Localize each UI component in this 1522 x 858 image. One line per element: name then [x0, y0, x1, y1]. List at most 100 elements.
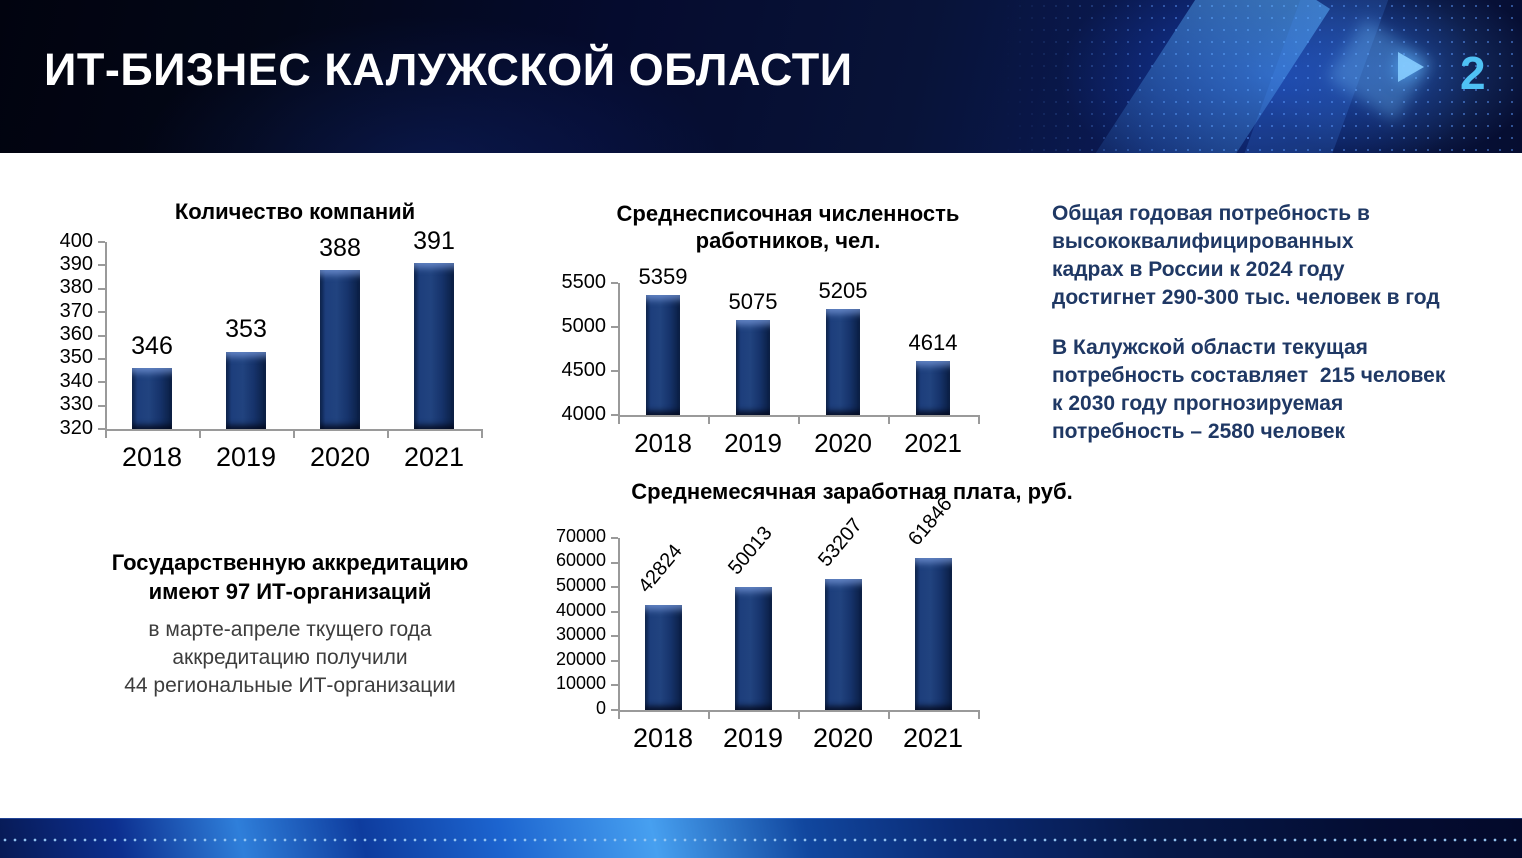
slide-header: ИТ-БИЗНЕС КАЛУЖСКОЙ ОБЛАСТИ 2: [0, 0, 1522, 153]
x-tick-mark: [618, 710, 620, 719]
y-tick-mark: [98, 287, 105, 290]
y-axis-line: [618, 283, 620, 417]
y-axis-line: [105, 242, 107, 431]
x-tick-mark: [105, 429, 107, 438]
bar: [734, 587, 772, 710]
chart-title: Количество компаний: [55, 198, 535, 225]
demand-line: Общая годовая потребность в: [1052, 202, 1370, 225]
y-tick-mark: [98, 357, 105, 360]
bar: [736, 320, 770, 415]
y-tick-mark: [611, 684, 618, 687]
x-tick-mark: [798, 415, 800, 424]
x-tick-mark: [978, 710, 980, 719]
demand-line: потребность – 2580 человек: [1052, 420, 1346, 443]
chart-title: Среднесписочная численность работников, ч…: [558, 200, 1018, 254]
bar: [824, 579, 862, 710]
x-tick-label: 2020: [812, 723, 874, 753]
y-tick-label: 10000: [555, 673, 606, 694]
demand-line: высококвалифицированных: [1052, 230, 1354, 253]
x-tick-mark: [481, 429, 483, 438]
x-tick-mark: [798, 710, 800, 719]
bar-value-label: 42824: [634, 540, 687, 597]
y-tick-label: 320: [59, 416, 93, 439]
bar-value-label: 5359: [638, 264, 688, 290]
y-tick-mark: [98, 264, 105, 267]
x-tick-label: 2018: [632, 723, 694, 753]
bar-value-label: 391: [413, 226, 455, 255]
y-tick-mark: [98, 404, 105, 407]
chart-title-line: Количество компаний: [174, 199, 416, 224]
bar-value-label: 50013: [724, 522, 777, 580]
y-tick-mark: [98, 381, 105, 384]
russia-demand-paragraph: Общая годовая потребность в высококвалиф…: [1052, 200, 1517, 312]
demand-line: кадрах в России к 2024 году: [1052, 258, 1345, 281]
chart-title-line: Среднемесячная заработная плата, руб.: [631, 479, 1073, 504]
accreditation-heading-line: Государственную аккредитацию: [111, 550, 469, 575]
accreditation-detail: в марте-апреле ткущего года аккредитацию…: [90, 616, 490, 700]
salary-chart: Среднемесячная заработная плата, руб. 700…: [552, 474, 1122, 804]
y-tick-mark: [611, 370, 618, 372]
y-tick-mark: [611, 561, 618, 564]
x-tick-label: 2018: [634, 428, 692, 458]
diamond-row-decoration: [0, 834, 1522, 846]
bar-value-label: 4614: [908, 329, 958, 355]
y-tick-label: 5000: [561, 314, 607, 337]
companies-chart: Количество компаний 400 390 380 370 360 350 340…: [55, 190, 535, 490]
bar-value-label: 388: [319, 233, 361, 262]
y-tick-mark: [611, 610, 618, 613]
bar: [646, 295, 680, 415]
x-tick-label: 2021: [403, 442, 465, 472]
y-tick-mark: [98, 311, 105, 314]
kaluga-demand-paragraph: В Калужской области текущая потребность …: [1052, 334, 1517, 446]
arrow-right-icon: [1398, 52, 1424, 82]
slide-title: ИТ-БИЗНЕС КАЛУЖСКОЙ ОБЛАСТИ: [44, 44, 853, 95]
demand-line: достигнет 290-300 тыс. человек в год: [1052, 286, 1440, 309]
y-tick-label: 330: [59, 393, 93, 416]
y-tick-mark: [611, 659, 618, 662]
x-tick-label: 2020: [814, 428, 872, 458]
x-tick-mark: [708, 415, 710, 424]
y-tick-label: 0: [595, 697, 606, 718]
x-tick-label: 2021: [902, 723, 964, 753]
page-number: 2: [1460, 47, 1486, 99]
y-tick-mark: [98, 241, 105, 243]
bar-value-label: 53207: [814, 514, 867, 572]
y-tick-label: 360: [59, 323, 93, 346]
demand-line: В Калужской области текущая: [1052, 336, 1368, 359]
y-tick-label: 20000: [555, 648, 606, 669]
x-tick-mark: [387, 429, 389, 438]
y-tick-mark: [611, 282, 618, 284]
plot-area: 400 390 380 370 360 350 340 330 320 346 2018 353 201…: [60, 227, 483, 472]
y-tick-label: 340: [59, 369, 93, 392]
employees-chart: Среднесписочная численность работников, ч…: [558, 198, 1018, 488]
plot-area: 5500 5000 4500 4000 5359 2018 5075 2019 5205 2020…: [562, 265, 980, 457]
bar: [914, 558, 952, 710]
x-tick-label: 2018: [121, 442, 183, 472]
y-tick-label: 380: [59, 276, 93, 299]
bar-value-label: 346: [131, 331, 173, 360]
x-tick-mark: [199, 429, 201, 438]
x-tick-label: 2019: [724, 428, 782, 458]
y-tick-label: 370: [59, 299, 93, 322]
x-tick-mark: [888, 710, 890, 719]
accreditation-detail-line: аккредитацию получили: [172, 646, 408, 669]
y-tick-label: 30000: [555, 624, 606, 645]
y-tick-mark: [611, 537, 618, 539]
bar-value-label: 353: [225, 315, 267, 344]
bar: [320, 270, 360, 429]
x-tick-mark: [293, 429, 295, 438]
y-tick-label: 4000: [561, 402, 607, 425]
y-tick-mark: [98, 334, 105, 337]
slide-footer: [0, 818, 1522, 858]
accreditation-heading: Государственную аккредитацию имеют 97 ИТ…: [90, 548, 490, 606]
chart-title: Среднемесячная заработная плата, руб.: [582, 478, 1122, 505]
chart-title-line: работников, чел.: [695, 228, 881, 253]
y-tick-label: 4500: [561, 358, 607, 381]
x-tick-label: 2020: [309, 442, 371, 472]
x-tick-label: 2021: [904, 428, 962, 458]
y-tick-label: 350: [59, 346, 93, 369]
demand-text-block: Общая годовая потребность в высококвалиф…: [1052, 200, 1517, 446]
y-tick-label: 50000: [555, 574, 606, 595]
accreditation-heading-line: имеют 97 ИТ-организаций: [148, 579, 432, 604]
